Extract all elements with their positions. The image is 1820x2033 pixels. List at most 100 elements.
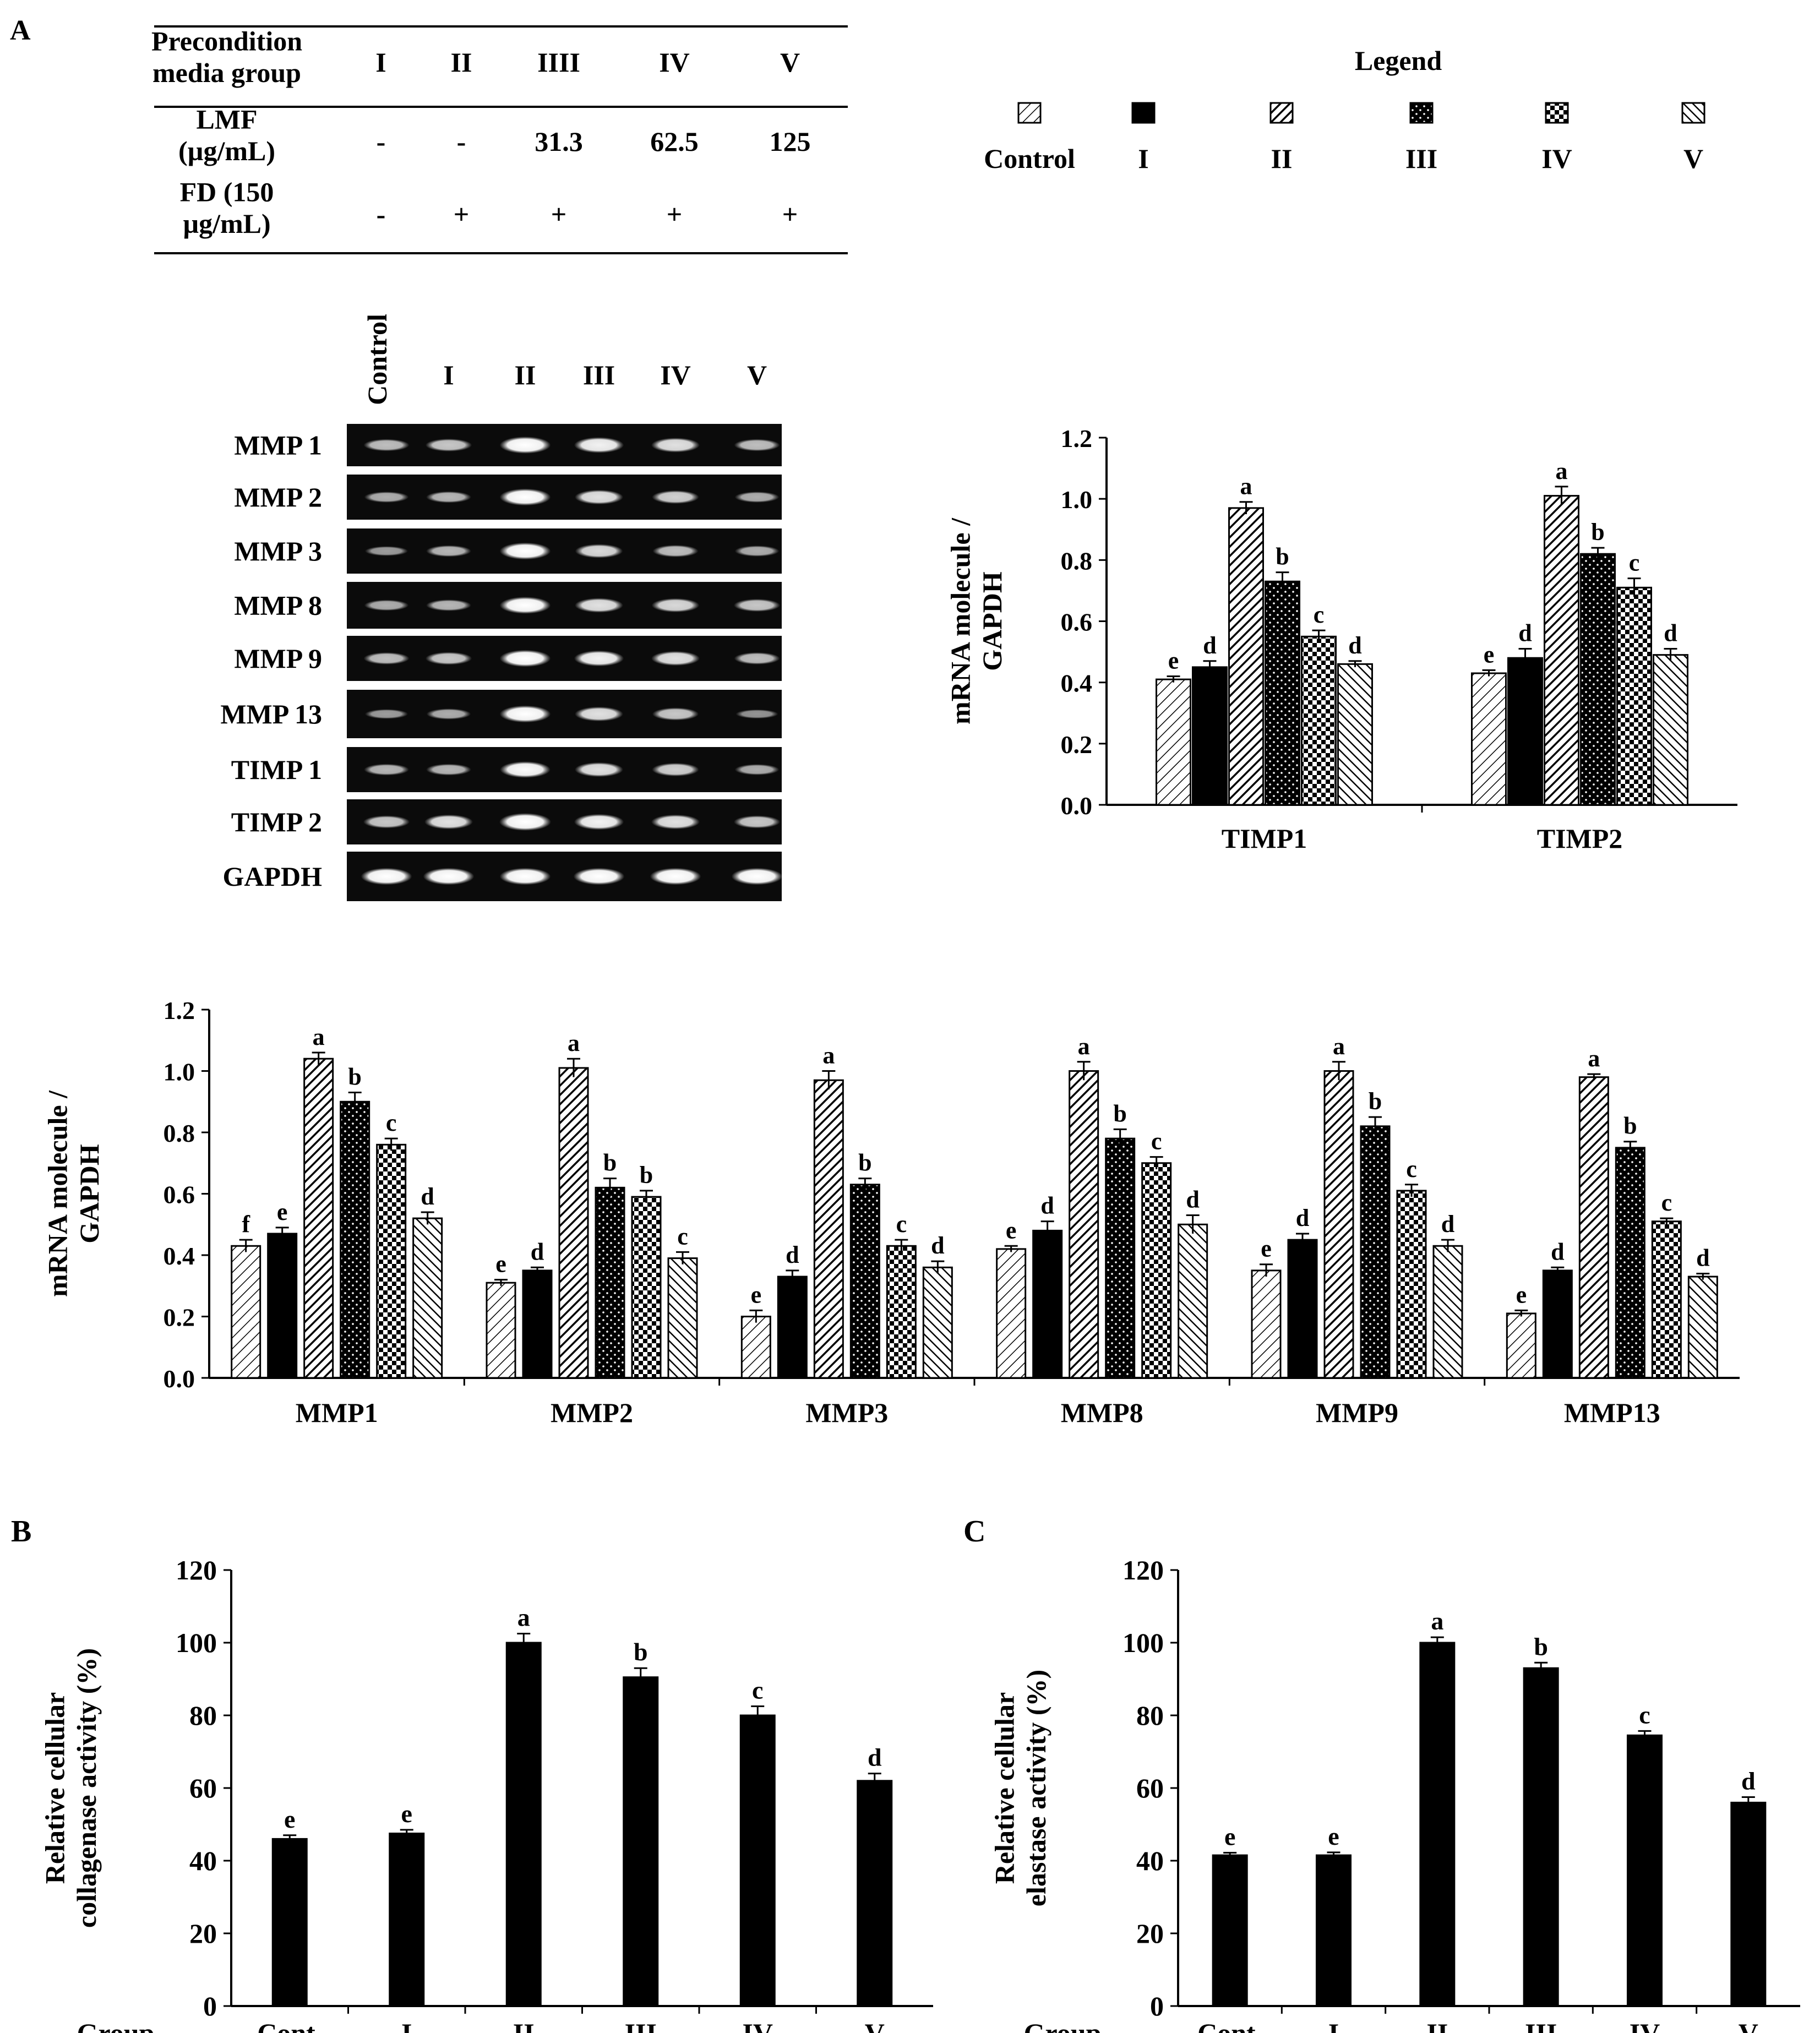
gel-band [364,492,409,503]
significance-letter: d [1186,1186,1199,1213]
gel-band [499,705,551,723]
bar [271,1838,308,2007]
table-header-cell: II [451,47,472,78]
gel-band [361,868,412,885]
significance-letter: c [1639,1700,1650,1729]
gel-lane-label: I [443,359,454,390]
bar [231,1245,261,1379]
significance-letter: a [1333,1033,1345,1060]
x-category-label: II [513,2018,535,2033]
bar [1651,1220,1682,1379]
bar [1578,1076,1609,1379]
y-tick-label: 20 [189,1918,217,1949]
gel-band [575,706,623,722]
bar [1432,1245,1463,1379]
table-cell: 31.3 [535,126,583,157]
bar [1542,1269,1573,1379]
table-cell: 62.5 [650,126,699,157]
bar [1580,553,1616,806]
gel-band [734,439,780,451]
significance-letter: e [1224,1822,1235,1850]
significance-letter: e [1168,647,1179,674]
gel-strip [347,690,782,738]
legend-title: Legend [1355,45,1442,76]
gel-band [650,868,701,885]
gel-strip [347,636,782,681]
bar [1251,1269,1282,1379]
gel-band [425,652,472,665]
gel-band [733,598,781,612]
y-tick-label: 1.0 [164,1058,195,1086]
gel-band [652,762,699,777]
bar [1360,1125,1391,1379]
bar [389,1833,425,2007]
bar [857,1780,893,2007]
y-tick-label: 120 [176,1555,217,1585]
bar [1687,1276,1718,1379]
gel-band [735,709,778,719]
bar [1523,1667,1559,2007]
x-category-label: V [1739,2018,1758,2033]
gel-row-label: MMP 8 [234,590,322,621]
gel-lane-label: II [515,359,536,390]
y-axis-title: Relative cellularelastase activity (%) [989,1670,1051,1906]
significance-letter: d [1441,1211,1454,1238]
significance-letter: f [242,1211,250,1238]
significance-letter: d [1551,1238,1564,1265]
legend-label: I [1138,143,1148,174]
y-tick-label: 40 [1136,1845,1164,1876]
y-tick-label: 0.2 [164,1304,195,1332]
y-tick-label: 0.2 [1061,731,1093,759]
significance-letter: b [1534,1632,1548,1660]
significance-letter: e [1261,1235,1272,1262]
x-category-label: TIMP2 [1537,823,1623,854]
y-tick-label: 100 [1122,1627,1164,1658]
x-category-label: MMP13 [1564,1397,1660,1428]
significance-letter: d [421,1183,434,1210]
bar [1653,654,1688,806]
significance-letter: c [1151,1128,1162,1155]
bar [849,1184,880,1379]
x-category-label: V [865,2018,885,2033]
bar [1069,1070,1099,1379]
gel-band [651,651,700,666]
y-tick-label: 120 [1122,1555,1164,1585]
bar [667,1257,698,1379]
bar [1627,1734,1663,2007]
gel-band [499,437,551,454]
gel-band [575,489,623,505]
significance-letter: d [1696,1244,1709,1271]
y-tick-label: 0.8 [1061,547,1093,575]
bar [486,1282,516,1379]
significance-letter: d [931,1232,944,1259]
bar [1192,666,1228,806]
bar [1105,1137,1136,1379]
legend-swatch [1681,102,1705,124]
bar [1265,580,1300,806]
table-cell: + [551,199,567,230]
x-category-label: MMP1 [296,1397,378,1428]
gel-strip [347,475,782,520]
y-tick-label: 80 [189,1700,217,1731]
gel-band [652,544,699,558]
bar [1616,586,1652,806]
gel-band [651,814,700,830]
panel-label-b: B [11,1514,31,1549]
significance-letter: d [1040,1192,1054,1219]
bar [505,1642,542,2007]
table-cell: + [782,199,798,230]
gel-band [734,652,780,665]
significance-letter: d [1348,632,1361,659]
gel-row-label: TIMP 2 [231,806,322,837]
gel-band [575,544,623,558]
significance-letter: a [517,1604,530,1632]
bar [922,1266,953,1379]
bar [522,1269,553,1379]
bar [739,1714,776,2007]
significance-letter: b [603,1149,617,1176]
gel-row-label: GAPDH [222,861,322,892]
y-tick-label: 0 [1150,1991,1164,2021]
